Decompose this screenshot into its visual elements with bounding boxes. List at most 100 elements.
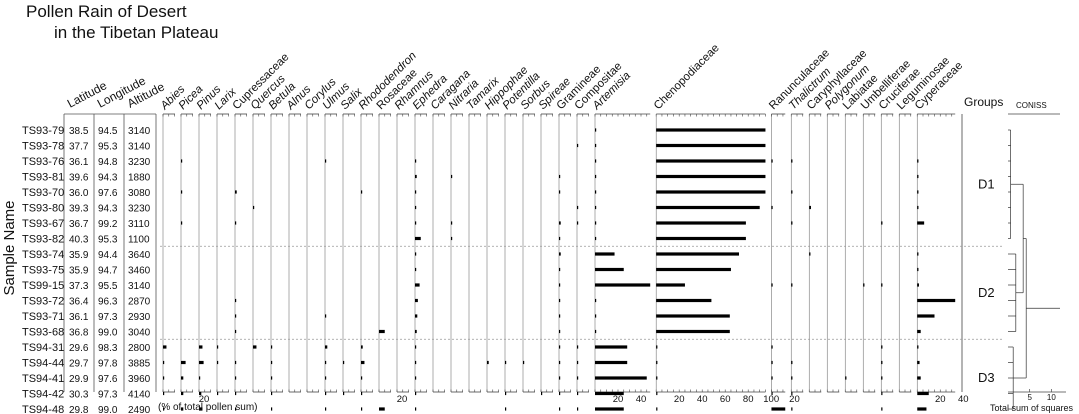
pollen-bar	[559, 267, 561, 272]
pollen-bar	[559, 190, 561, 194]
pollen-bar	[595, 314, 597, 318]
pollen-bar	[791, 283, 793, 287]
sample-altitude: 3140	[128, 126, 151, 137]
sample-name: TS93-70	[22, 187, 64, 199]
y-axis-label: Sample Name	[1, 200, 18, 295]
pollen-bar	[595, 252, 615, 256]
sample-name: TS99-15	[22, 280, 64, 292]
pollen-bar	[325, 376, 327, 380]
sample-altitude: 3140	[128, 142, 151, 153]
pollen-bar	[415, 159, 417, 163]
tick-label: 20	[199, 394, 210, 405]
pollen-bar	[415, 252, 417, 256]
pollen-bar	[505, 360, 507, 365]
coniss-label: CONISS	[1016, 101, 1047, 110]
pollen-bar	[325, 391, 327, 396]
pollen-bar	[217, 345, 219, 349]
sample-name: TS94-48	[22, 404, 64, 414]
pollen-bar	[415, 376, 417, 380]
pollen-bar	[595, 236, 597, 241]
pollen-bar	[181, 376, 184, 380]
pollen-bar	[217, 360, 219, 365]
zone-label: D2	[978, 285, 995, 300]
pollen-bar	[771, 407, 786, 411]
pollen-bar	[917, 174, 919, 179]
pollen-bar	[559, 174, 561, 179]
pollen-bar	[163, 407, 165, 411]
sample-longitude: 97.8	[98, 359, 118, 370]
pollen-bar	[656, 391, 658, 396]
sample-longitude: 95.3	[98, 235, 118, 246]
coniss-tick-label: 5	[1027, 393, 1032, 402]
pollen-bar	[541, 391, 543, 396]
pollen-bar	[199, 376, 201, 380]
pollen-bar	[809, 252, 811, 256]
sample-longitude: 94.3	[98, 204, 118, 215]
pollen-bar	[559, 360, 561, 365]
pollen-bar	[917, 159, 919, 163]
chart-title-line: Pollen Rain of Desert	[26, 2, 187, 21]
pollen-bar	[559, 252, 561, 256]
zone-label: D1	[978, 176, 995, 191]
pollen-bar	[379, 407, 385, 411]
pollen-bar	[595, 190, 597, 194]
pollen-bar	[656, 360, 658, 365]
tick-label: 20	[613, 394, 624, 405]
pollen-bar	[559, 283, 561, 287]
sample-rows: TS93-79 38.5 94.5 3140 TS93-78 37.7 95.3 3140 TS…	[22, 125, 151, 414]
pollen-bar	[181, 360, 186, 365]
sample-latitude: 37.7	[69, 142, 89, 153]
pollen-bar	[917, 190, 919, 194]
pollen-bar	[917, 329, 921, 334]
pollen-bar	[595, 376, 647, 380]
tick-label: 40	[636, 394, 647, 405]
pollen-bar	[771, 159, 773, 163]
sample-latitude: 37.3	[69, 281, 89, 292]
pollen-bar	[559, 329, 561, 334]
sample-name: TS93-80	[22, 203, 64, 215]
pollen-bar	[809, 205, 811, 210]
sample-latitude: 40.3	[69, 235, 89, 246]
pollen-bar	[577, 143, 579, 148]
pollen-bar	[917, 252, 919, 256]
sample-longitude: 97.3	[98, 312, 118, 323]
pollen-bar	[415, 190, 417, 194]
sample-longitude: 94.3	[98, 173, 118, 184]
pollen-bar	[595, 159, 597, 163]
pollen-bar	[656, 267, 731, 272]
sample-altitude: 3140	[128, 281, 151, 292]
pollen-bar	[577, 407, 579, 411]
pollen-bar	[181, 391, 184, 396]
pollen-bar	[235, 407, 237, 411]
pollen-bar	[451, 174, 453, 179]
pollen-bar	[181, 221, 183, 225]
sample-latitude: 39.3	[69, 204, 89, 215]
pollen-bar	[595, 267, 624, 272]
pollen-bar	[361, 391, 363, 396]
pollen-bar	[656, 407, 658, 411]
sample-name: TS94-41	[22, 373, 64, 385]
sample-altitude: 2800	[128, 343, 151, 354]
pollen-bar	[881, 376, 883, 380]
pollen-bar	[415, 407, 417, 411]
pollen-bar	[595, 345, 628, 349]
pollen-bar	[163, 391, 165, 396]
x-axis-label: (% of total pollen sum)	[158, 402, 258, 413]
pollen-bar	[881, 391, 883, 396]
pollen-bar	[577, 360, 579, 365]
sample-altitude: 3080	[128, 188, 151, 199]
tick-label: 20	[397, 394, 408, 405]
pollen-bar	[771, 376, 773, 380]
pollen-bar	[656, 252, 739, 256]
pollen-bar	[917, 298, 956, 303]
pollen-bar	[595, 391, 624, 396]
tick-label: 60	[720, 394, 731, 405]
pollen-bar	[917, 205, 919, 210]
pollen-bar	[217, 391, 219, 396]
pollen-bar	[917, 267, 919, 272]
sample-altitude: 1880	[128, 173, 151, 184]
pollen-bar	[771, 205, 773, 210]
sample-latitude: 36.7	[69, 219, 89, 230]
sample-name: TS93-74	[22, 249, 64, 261]
